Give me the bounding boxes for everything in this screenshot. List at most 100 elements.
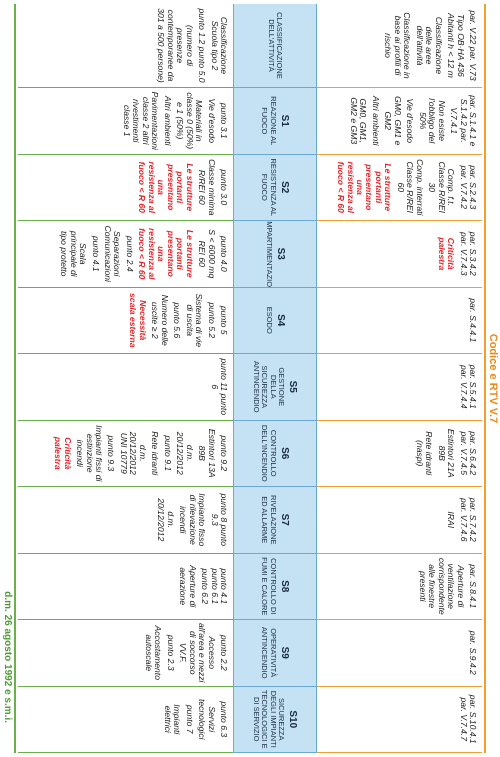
codice-item: Aperture di ventilazione corrispondente … <box>417 557 466 615</box>
dm-item: Numero delle uscite ≥ 2 <box>150 294 170 346</box>
codice-title: Codice e RTV V.7 <box>484 4 500 753</box>
dm-item: Altri ambienti <box>162 95 173 146</box>
dm-cell: punto 2.2 Accesso all'area e mezzi di soc… <box>18 620 233 687</box>
section-title: Esodo <box>264 306 274 334</box>
codice-item: par. S.4.4.1 <box>468 298 478 343</box>
section-title: Sicurezza degli impianti tecnologici e d… <box>252 689 286 749</box>
section-code: S2 <box>278 181 290 194</box>
codice-item: Rete idranti (naspi) <box>414 431 435 476</box>
codice-item: Le strutture portanti presentano una res… <box>336 161 394 214</box>
dm-item: punto 9.3 <box>106 435 117 472</box>
codice-item: Comp. interrati Classe R/REI 60 <box>395 159 425 216</box>
dm-item: Impianti elettrici <box>162 704 183 735</box>
codice-item: par. S.6.4.2 par. V.7.4.5 <box>458 431 478 476</box>
dm-item: Sistema di vie di uscita <box>184 293 205 348</box>
dm-item: Accesso all'area e mezzi di soccorso VV.… <box>178 623 217 683</box>
dm-item: Impianto fisso di rilevazione incendi <box>178 493 208 547</box>
codice-cell: par. S.8.4.1 Aperture di ventilazione cor… <box>317 553 482 620</box>
codice-cell: par. S.5.4.1 par. V.7.4.4 <box>317 354 482 421</box>
codice-item: GM0, GM1, GM2 e GM3 <box>349 97 369 145</box>
codice-item: Altri ambienti <box>370 95 381 146</box>
dm-item: Classe minima R/REI 60 <box>197 159 217 216</box>
dm-cell: punto 5 punto 5.2 Sistema di vie di uscita… <box>18 287 233 354</box>
dm-item: Criticità palestra <box>53 436 73 470</box>
dm-cell: punto 3.0 Classe minima R/REI 60 Le strutt… <box>18 154 233 221</box>
codice-item: par. V.22 par. V.73 <box>468 10 478 81</box>
codice-cell: par. S.4.4.1 <box>317 287 482 354</box>
table-column: par. S.6.4.2 par. V.7.4.5 Estintori 21A 8… <box>18 420 482 487</box>
section-label: S5 Gestione della sicurezza antincendio <box>233 354 317 421</box>
dm-item: Pavimentazioni classe 2 altri rivestimen… <box>121 91 161 150</box>
dm-item: d.m. 20/12/2012 UNI 10779 <box>118 431 148 475</box>
codice-item: GM0, GM1 e GM2 <box>383 96 403 146</box>
section-title: Reazione al fuoco <box>260 96 278 146</box>
dm-item: punto 9.2 <box>219 435 229 472</box>
dm-cell: punto 4.1 punto 6.1 punto 6.2 Aperture di… <box>18 553 233 620</box>
dm-item: Vie d'esodo <box>206 98 217 144</box>
dm-cell: punto 6.3 Servizi tecnologici punto 7 Impia… <box>18 686 233 753</box>
dm-item: punto 4.1 <box>90 235 101 272</box>
section-title: Gestione della sicurezza antincendio <box>252 360 286 413</box>
table-column: par. S.7.4.2 par. V.7.4.6 IRAI S7 Rivelazio… <box>18 487 482 554</box>
section-title: Compartimentazione <box>264 221 274 288</box>
section-title: Operatività antincendio <box>260 626 278 679</box>
dm-item: Separazioni Comunicazioni <box>103 225 123 282</box>
section-title: Classificazione dell'attività <box>267 12 285 79</box>
table-column: par. S.3.4.2 par. V.7.4.3 Criticità pales… <box>18 221 482 288</box>
dm-item: punto 5.2 <box>206 302 217 339</box>
section-code: S8 <box>278 580 290 593</box>
dm-cell: punto 9.2 Estintori 13A 89B d.m. 20/12/201… <box>18 420 233 487</box>
codice-cell: par. S.7.4.2 par. V.7.4.6 IRAI <box>317 487 482 554</box>
dm-item: Classificazione Scuola tipo 2 <box>209 16 229 75</box>
codice-item: par. S.9.4.2 <box>468 630 478 675</box>
table-column: par. S.5.4.1 par. V.7.4.4 S5 Gestione dell… <box>18 354 482 421</box>
table-column: par. S.2.4.3 par. V.7.4.2 Comp. f.t. Clas… <box>18 154 482 221</box>
dm-item: punto 1.2 punto 5.0 <box>197 8 208 83</box>
table-column: par. S.9.4.2 S9 Operatività antincendio pun… <box>18 620 482 687</box>
dm-cell: punto 8 punto 9.3 Impianto fisso di rilev… <box>18 487 233 554</box>
codice-item: par. S.10.4.1 par. V.7.4.7 <box>458 694 478 744</box>
dm-item: punto 2.4 <box>124 235 135 272</box>
dm-item: Estintori 13A 89B <box>197 428 217 478</box>
dm-item: d.m. 20/12/2012 <box>175 431 195 475</box>
section-title: Controllo dell'incendio <box>260 424 278 482</box>
codice-cell: par. S.3.4.2 par. V.7.4.3 Criticità pales… <box>317 221 482 288</box>
dm-item: (numero di presenze contemporanee da 301… <box>156 8 195 83</box>
codice-item: par. S.1.4.1 e S.1.4.2 par. V.7.4.1 <box>449 95 478 147</box>
table-column: par. S.10.4.1 par. V.7.4.7 S10 Sicurezza d… <box>18 686 482 753</box>
section-title: Resistenza al fuoco <box>260 158 278 217</box>
codice-item: par. S.2.4.3 par. V.7.4.2 <box>458 165 478 210</box>
codice-cell: par. V.22 par. V.73 Tipo OB·HA 436 Abitan… <box>317 4 482 88</box>
section-code: S10 <box>287 710 298 729</box>
dm-item: d.m. 20/12/2012 <box>156 498 176 542</box>
codice-item: IRAI <box>446 511 457 529</box>
codice-item: Tipo OB·HA 436 Abitanti h < 12 m <box>446 13 466 78</box>
section-label: S7 Rivelazione ed allarme <box>233 487 317 554</box>
codice-item: Estintori 21A 89B <box>436 428 457 478</box>
dm-item: Rete idranti <box>150 431 161 476</box>
dm-cell: punto 3.1 Vie d'esodo Materiali in classe … <box>18 88 233 155</box>
codice-item: Classificazione delle aree dell'attività <box>414 16 444 75</box>
section-code: S9 <box>278 646 290 659</box>
table: par. V.22 par. V.73 Tipo OB·HA 436 Abitan… <box>18 4 482 753</box>
codice-item: Non esiste l'obbligo del 50% <box>417 98 447 144</box>
codice-cell: par. S.6.4.2 par. V.7.4.5 Estintori 21A 8… <box>317 420 482 487</box>
section-label: S9 Operatività antincendio <box>233 620 317 687</box>
dm-item: punto 5.6 <box>172 302 183 339</box>
dm-item: punto 7 <box>184 704 195 734</box>
codice-cell: par. S.1.4.1 e S.1.4.2 par. V.7.4.1 Non e… <box>317 88 482 155</box>
codice-cell: par. S.10.4.1 par. V.7.4.7 <box>317 686 482 753</box>
dm-item: punto 2.2 <box>219 634 229 671</box>
section-code: S5 <box>287 380 298 393</box>
section-label: S3 Compartimentazione <box>233 221 317 288</box>
dm-item: punto 6.3 <box>219 701 229 738</box>
codice-item: par. S.7.4.2 par. V.7.4.6 <box>458 497 478 542</box>
dm-item: punto 4.0 <box>219 235 229 272</box>
dm-item: punto 5 <box>219 305 229 335</box>
codice-item: Vie d'esodo <box>405 98 416 144</box>
dm-cell: punto 4.0 S < 6000 mq REI 60 Le strutture … <box>18 221 233 288</box>
dm-item: Le strutture portanti presentano una res… <box>137 161 195 214</box>
codice-item: par. S.5.4.1 par. V.7.4.4 <box>458 364 478 409</box>
